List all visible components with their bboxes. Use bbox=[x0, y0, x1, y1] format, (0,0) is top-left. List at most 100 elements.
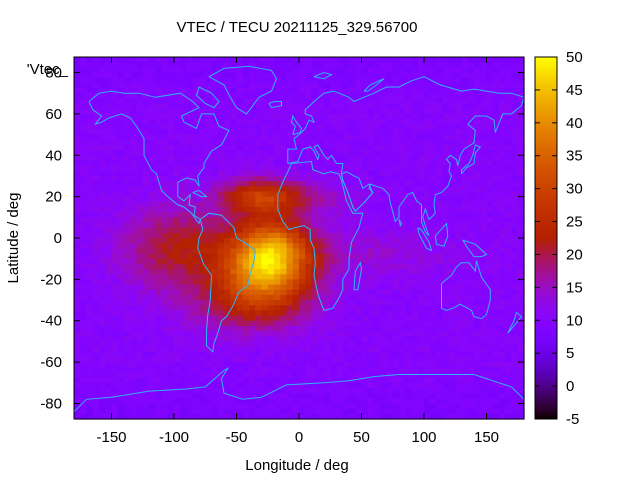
heatmap-cell bbox=[105, 284, 113, 291]
heatmap-cell bbox=[230, 398, 238, 405]
heatmap-cell bbox=[286, 377, 294, 384]
heatmap-cell bbox=[105, 253, 113, 260]
heatmap-cell bbox=[505, 320, 513, 327]
heatmap-cell bbox=[92, 196, 100, 203]
heatmap-cell bbox=[255, 320, 263, 327]
heatmap-cell bbox=[492, 124, 500, 130]
heatmap-cell bbox=[280, 196, 288, 203]
heatmap-cell bbox=[455, 181, 463, 187]
heatmap-cell bbox=[224, 300, 231, 306]
heatmap-cell bbox=[74, 238, 81, 244]
heatmap-cell bbox=[274, 227, 281, 234]
heatmap-cell bbox=[117, 320, 125, 327]
heatmap-cell bbox=[292, 356, 300, 363]
heatmap-cell bbox=[311, 300, 319, 306]
heatmap-cell bbox=[205, 243, 213, 249]
heatmap-cell bbox=[361, 160, 369, 167]
heatmap-cell bbox=[236, 341, 244, 348]
heatmap-cell bbox=[305, 165, 313, 172]
heatmap-cell bbox=[255, 336, 263, 343]
heatmap-cell bbox=[261, 93, 269, 99]
heatmap-cell bbox=[161, 155, 169, 162]
heatmap-cell bbox=[155, 331, 163, 337]
heatmap-cell bbox=[130, 351, 138, 358]
heatmap-cell bbox=[105, 300, 113, 306]
heatmap-cell bbox=[236, 258, 244, 265]
heatmap-cell bbox=[242, 398, 250, 405]
heatmap-cell bbox=[236, 113, 244, 120]
heatmap-cell bbox=[417, 57, 425, 63]
heatmap-cell bbox=[292, 165, 300, 172]
heatmap-cell bbox=[255, 160, 263, 167]
heatmap-cell bbox=[317, 336, 325, 343]
heatmap-cell bbox=[392, 165, 400, 172]
heatmap-cell bbox=[111, 336, 119, 343]
heatmap-cell bbox=[374, 206, 381, 213]
heatmap-cell bbox=[305, 387, 313, 394]
heatmap-cell bbox=[474, 57, 481, 63]
heatmap-cell bbox=[180, 150, 188, 156]
heatmap-cell bbox=[111, 62, 119, 68]
heatmap-cell bbox=[361, 191, 369, 198]
heatmap-cell bbox=[224, 139, 231, 146]
heatmap-cell bbox=[499, 232, 506, 239]
heatmap-cell bbox=[424, 336, 431, 343]
heatmap-cell bbox=[505, 217, 513, 224]
heatmap-cell bbox=[174, 155, 181, 162]
heatmap-cell bbox=[442, 67, 450, 74]
heatmap-cell bbox=[399, 232, 406, 239]
heatmap-cell bbox=[217, 269, 225, 275]
heatmap-cell bbox=[449, 336, 456, 343]
heatmap-cell bbox=[361, 170, 369, 177]
heatmap-cell bbox=[130, 393, 138, 399]
heatmap-cell bbox=[492, 150, 500, 156]
heatmap-cell bbox=[374, 165, 381, 172]
heatmap-cell bbox=[330, 124, 338, 130]
heatmap-cell bbox=[267, 294, 275, 301]
heatmap-cell bbox=[161, 279, 169, 286]
heatmap-cell bbox=[186, 72, 194, 79]
heatmap-cell bbox=[180, 67, 188, 74]
heatmap-cell bbox=[324, 62, 331, 68]
heatmap-cell bbox=[267, 382, 275, 389]
heatmap-cell bbox=[174, 238, 181, 244]
heatmap-cell bbox=[492, 320, 500, 327]
heatmap-cell bbox=[299, 248, 306, 255]
heatmap-cell bbox=[317, 243, 325, 249]
heatmap-cell bbox=[299, 67, 306, 74]
heatmap-cell bbox=[486, 305, 494, 311]
heatmap-cell bbox=[149, 284, 156, 291]
heatmap-cell bbox=[492, 243, 500, 249]
heatmap-cell bbox=[317, 113, 325, 120]
heatmap-cell bbox=[136, 150, 144, 156]
heatmap-cell bbox=[311, 362, 319, 368]
heatmap-cell bbox=[392, 222, 400, 229]
heatmap-cell bbox=[374, 393, 381, 399]
heatmap-cell bbox=[211, 57, 219, 63]
heatmap-cell bbox=[242, 67, 250, 74]
heatmap-cell bbox=[186, 103, 194, 110]
heatmap-cell bbox=[374, 129, 381, 136]
heatmap-cell bbox=[486, 310, 494, 317]
heatmap-cell bbox=[449, 160, 456, 167]
heatmap-cell bbox=[124, 201, 131, 208]
heatmap-cell bbox=[155, 341, 163, 348]
heatmap-cell bbox=[399, 263, 406, 270]
heatmap-cell bbox=[342, 170, 350, 177]
heatmap-cell bbox=[255, 113, 263, 120]
heatmap-cell bbox=[255, 372, 263, 379]
heatmap-cell bbox=[199, 72, 206, 79]
heatmap-cell bbox=[267, 263, 275, 270]
heatmap-cell bbox=[224, 62, 231, 68]
heatmap-cell bbox=[224, 310, 231, 317]
heatmap-cell bbox=[299, 377, 306, 384]
heatmap-cell bbox=[430, 181, 438, 187]
heatmap-cell bbox=[249, 67, 256, 74]
heatmap-cell bbox=[355, 243, 363, 249]
heatmap-cell bbox=[299, 294, 306, 301]
heatmap-cell bbox=[505, 72, 513, 79]
heatmap-cell bbox=[311, 57, 319, 63]
heatmap-cell bbox=[317, 129, 325, 136]
heatmap-cell bbox=[411, 124, 419, 130]
heatmap-cell bbox=[149, 165, 156, 172]
